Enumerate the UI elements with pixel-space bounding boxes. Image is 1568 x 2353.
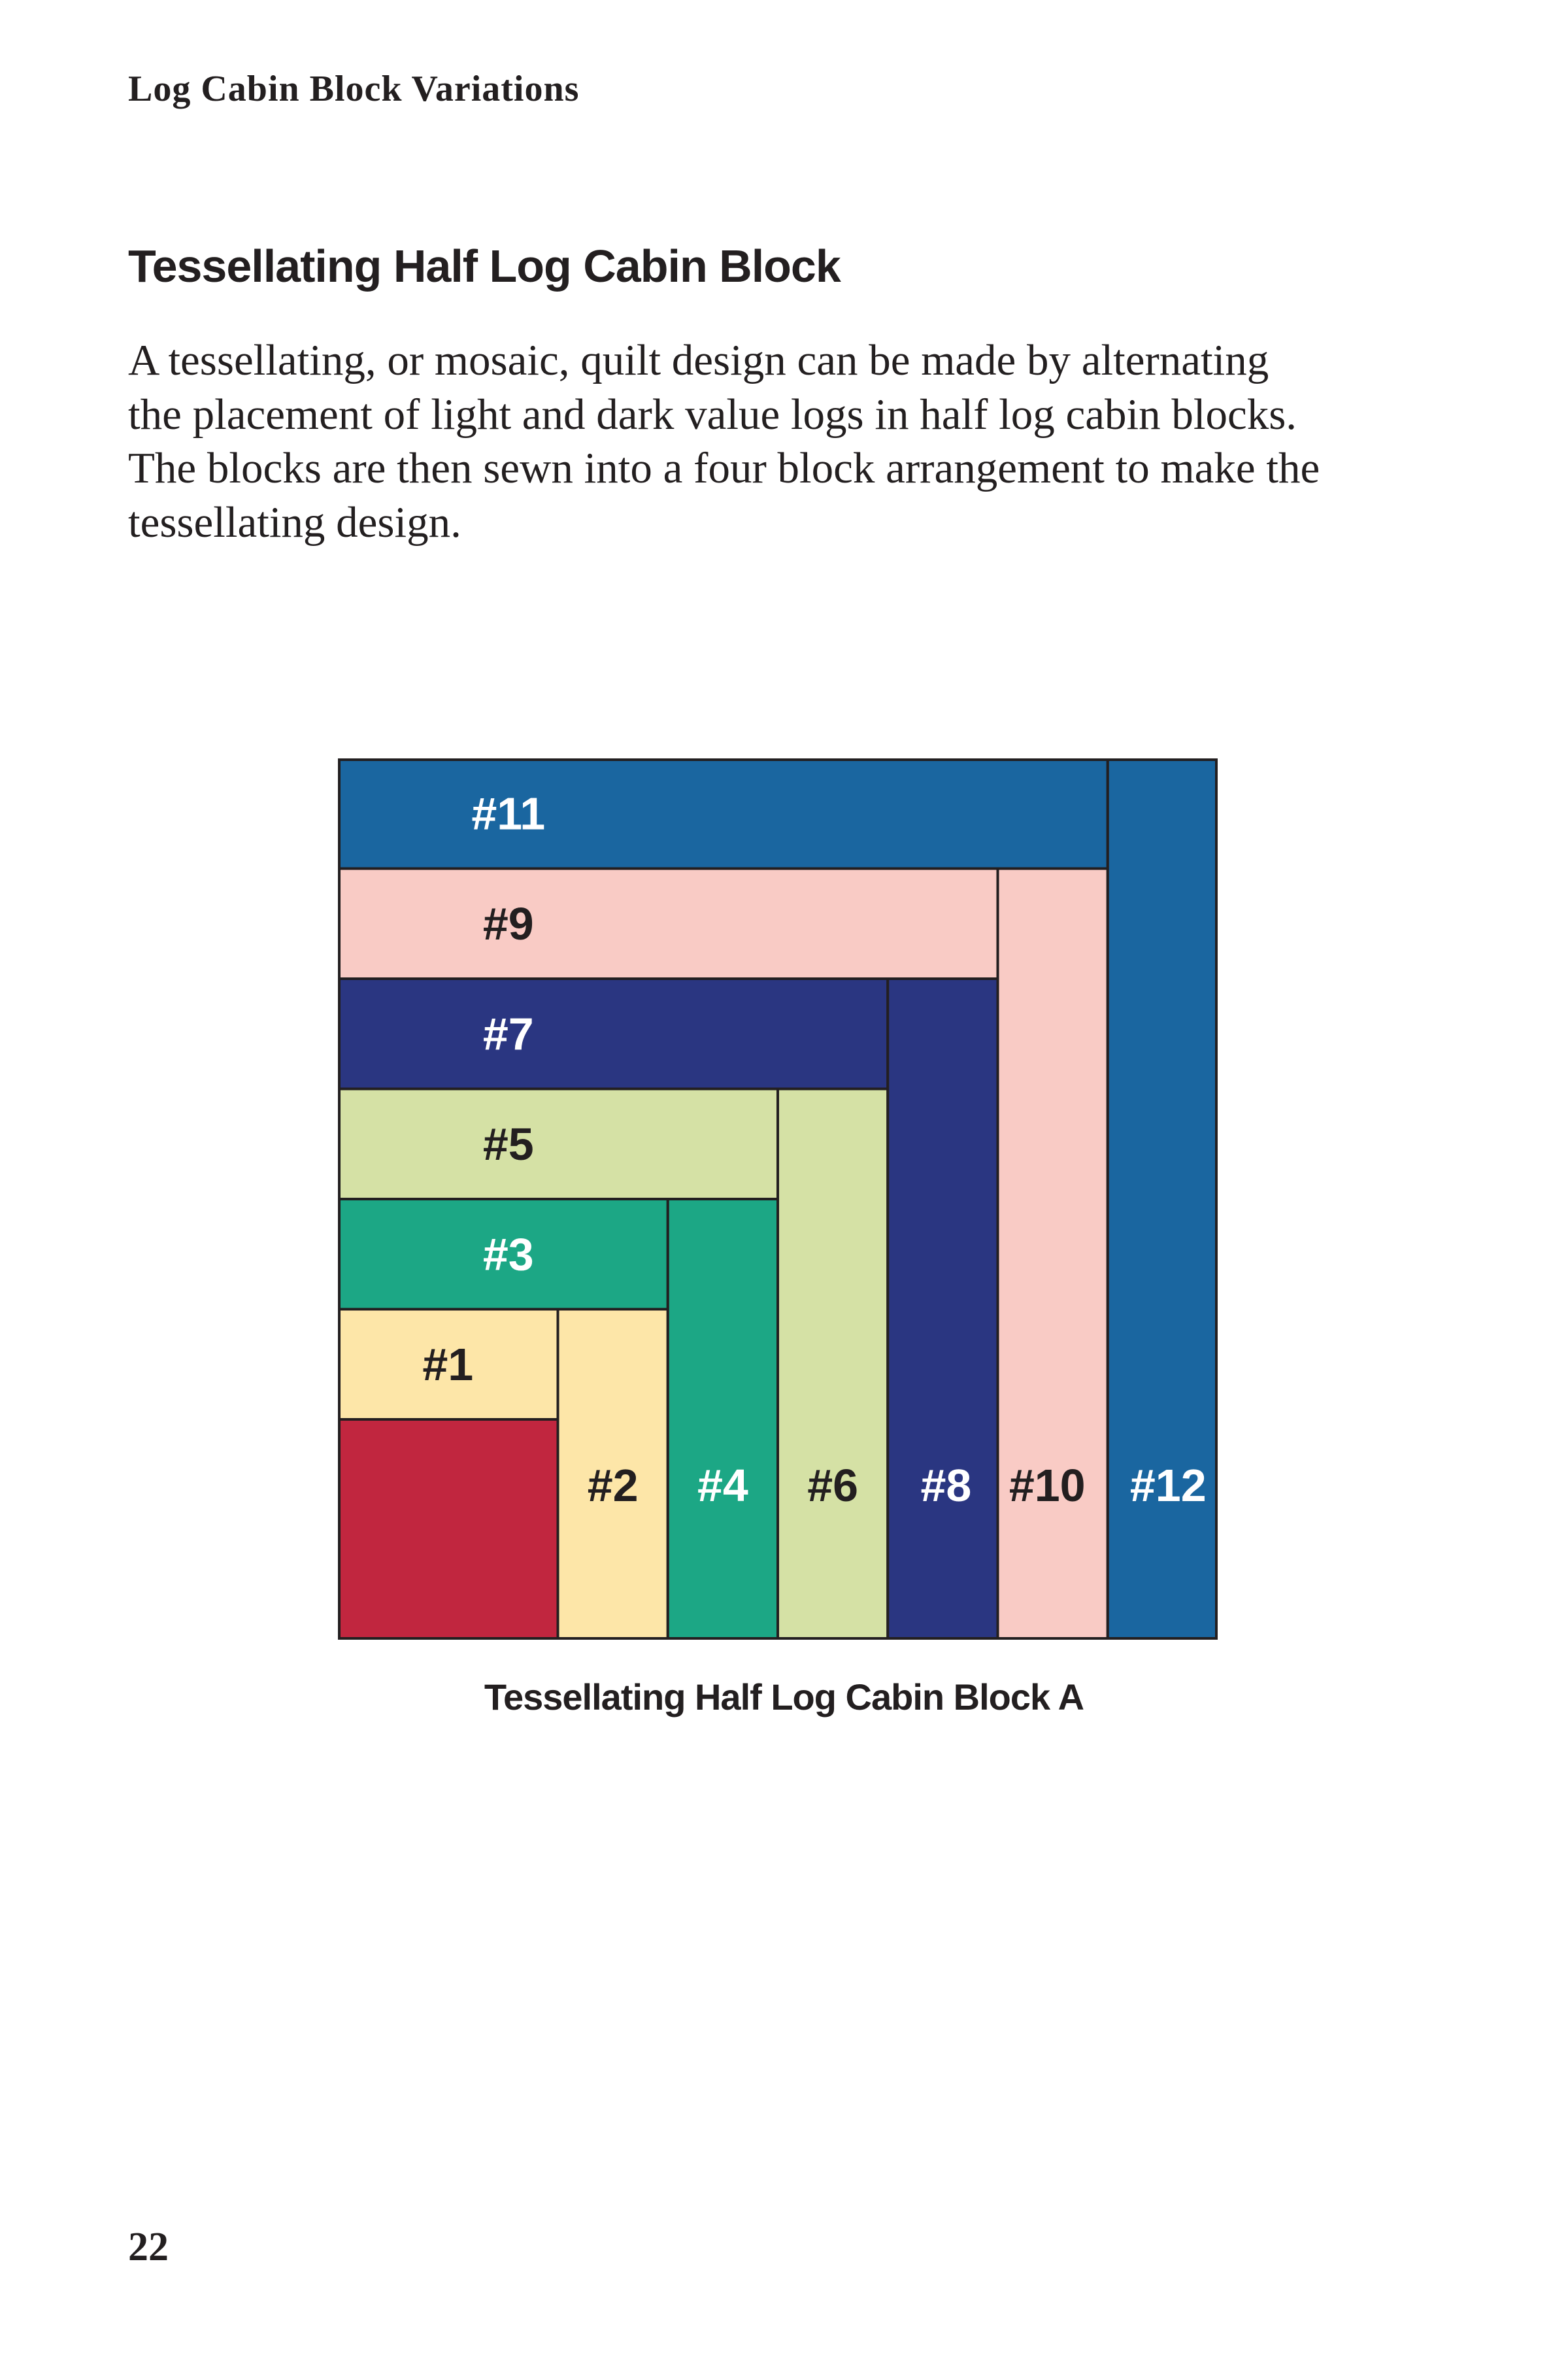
log-label-3: #3 [483,1228,534,1279]
log-label-7: #7 [483,1008,534,1059]
log-strip-8 [886,977,999,1640]
log-cabin-block-diagram: #1 #2 #3 #4 #5 #6 #7 #8 #9 #10 #11 #12 [338,758,1218,1640]
log-label-1: #1 [422,1339,473,1390]
log-strip-5 [338,1087,779,1200]
log-label-6: #6 [807,1460,858,1511]
figure-caption: Tessellating Half Log Cabin Block A [484,1676,1084,1718]
log-strip-9 [338,867,999,980]
section-title: Tessellating Half Log Cabin Block [128,241,841,292]
log-label-11: #11 [471,788,545,839]
log-strip-2 [556,1308,669,1640]
page-number: 22 [128,2225,169,2269]
log-strip-1 [338,1308,559,1421]
body-line: The blocks are then sewn into a four blo… [128,444,1320,492]
log-strip-11 [338,758,1109,870]
center-square [338,1418,559,1640]
log-label-5: #5 [483,1119,534,1170]
block-border [338,758,1218,1640]
log-strip-4 [666,1198,779,1640]
body-line: A tessellating, or mosaic, quilt design … [128,336,1269,384]
log-strip-6 [776,1087,890,1640]
log-label-9: #9 [483,898,534,949]
running-head: Log Cabin Block Variations [128,69,580,109]
body-paragraph: A tessellating, or mosaic, quilt design … [128,333,1468,549]
body-line: the placement of light and dark value lo… [128,390,1297,439]
log-label-12: #12 [1130,1460,1207,1511]
log-strip-10 [996,867,1109,1640]
log-label-10: #10 [1009,1460,1086,1511]
log-cabin-block-svg: #1 #2 #3 #4 #5 #6 #7 #8 #9 #10 #11 #12 [338,758,1218,1640]
log-label-2: #2 [588,1460,639,1511]
log-label-8: #8 [920,1460,971,1511]
log-strip-7 [338,977,890,1091]
log-label-4: #4 [697,1460,748,1511]
body-line: tessellating design. [128,498,461,547]
log-strip-12 [1106,758,1218,1640]
